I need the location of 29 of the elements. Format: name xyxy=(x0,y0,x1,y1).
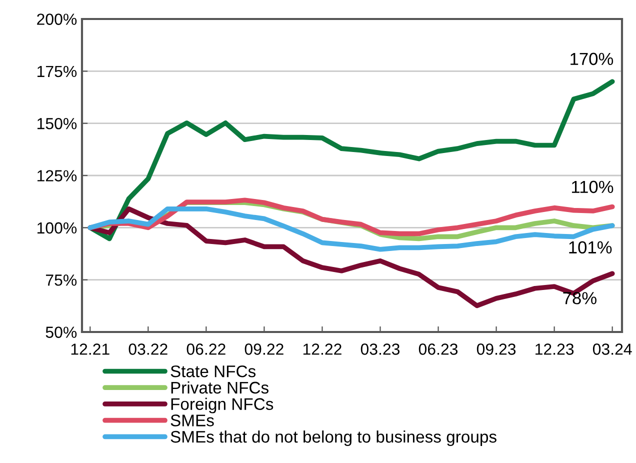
y-tick-label: 175% xyxy=(38,66,77,78)
y-tick-label: 150% xyxy=(38,118,77,130)
x-tick-label: 03.22 xyxy=(128,344,168,355)
legend-label: State NFCs xyxy=(170,365,256,378)
annotation: 78% xyxy=(563,292,596,304)
y-tick-label: 50% xyxy=(46,326,77,338)
x-tick-label: 06.22 xyxy=(186,344,226,355)
annotation: 101% xyxy=(569,241,612,254)
x-tick-label: 09.23 xyxy=(476,344,516,355)
legend-label: SMEs that do not belong to business groups xyxy=(170,430,496,446)
x-tick-label: 06.23 xyxy=(418,344,458,355)
x-tick-label: 03.23 xyxy=(360,344,400,355)
line-series xyxy=(88,79,615,242)
x-tick-label: 12.21 xyxy=(71,344,110,355)
annotation: 110% xyxy=(572,180,614,194)
legend-label: Private NFCs xyxy=(171,381,268,394)
y-tick-label: 75% xyxy=(46,274,77,286)
legend-label: SMEs xyxy=(170,414,214,426)
x-tick-label: 09.22 xyxy=(244,344,284,355)
x-tick-label: 12.22 xyxy=(303,344,342,355)
x-tick-label: 12.23 xyxy=(536,344,574,355)
line-series xyxy=(88,206,615,252)
y-tick-label: 200% xyxy=(37,14,77,25)
x-tick-label: 03.24 xyxy=(592,344,632,355)
legend-label: Foreign NFCs xyxy=(171,398,274,414)
y-tick-label: 125% xyxy=(38,170,77,182)
line-series xyxy=(88,206,615,308)
y-tick-label: 100% xyxy=(38,222,77,234)
annotation: 170% xyxy=(570,52,614,66)
